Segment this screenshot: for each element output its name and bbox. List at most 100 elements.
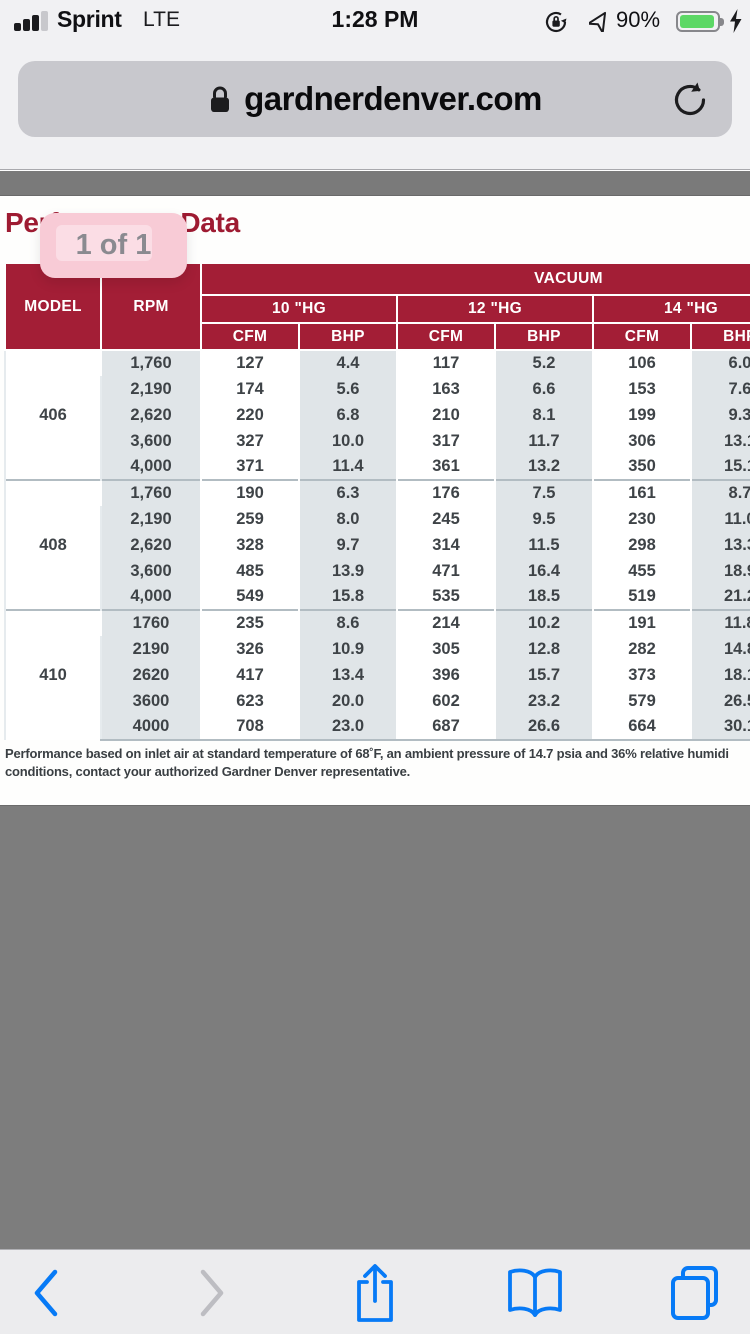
bhp-cell: 15.1	[690, 454, 750, 480]
bhp-cell: 7.6	[690, 376, 750, 402]
rpm-cell: 2,620	[100, 532, 201, 558]
bhp-cell: 9.5	[494, 506, 593, 532]
bhp-cell: 10.2	[494, 609, 593, 636]
clock-label: 1:28 PM	[331, 6, 419, 32]
rpm-cell: 4000	[100, 714, 201, 741]
bhp-cell: 6.6	[494, 376, 593, 402]
cfm-cell: 153	[592, 376, 691, 402]
browser-toolbar	[0, 1249, 750, 1334]
footnote-line-1: Performance based on inlet air at standa…	[5, 746, 729, 761]
bhp-cell: 18.1	[690, 662, 750, 688]
table-row: 2,190 174 5.6 163 6.6 153 7.6	[5, 376, 750, 402]
cfm-cell: 306	[592, 428, 691, 454]
bhp-cell: 16.4	[494, 558, 593, 584]
cfm-cell: 535	[396, 584, 495, 610]
charging-bolt-icon	[730, 9, 742, 33]
forward-button[interactable]	[167, 1250, 257, 1334]
bhp-cell: 5.6	[298, 376, 397, 402]
cfm-cell: 190	[200, 479, 299, 506]
rpm-cell: 3,600	[100, 558, 201, 584]
cfm-cell: 485	[200, 558, 299, 584]
bhp-cell: 18.9	[690, 558, 750, 584]
location-arrow-icon	[589, 11, 607, 32]
rpm-cell: 3600	[100, 688, 201, 714]
bhp-cell: 21.2	[690, 584, 750, 610]
tabs-button[interactable]	[649, 1250, 739, 1334]
cfm-cell: 350	[592, 454, 691, 480]
model-cell: 406	[4, 350, 101, 480]
cfm-cell: 199	[592, 402, 691, 428]
status-bar: Sprint LTE 1:28 PM 90%	[0, 0, 750, 44]
cfm-cell: 519	[592, 584, 691, 610]
document-background	[0, 805, 750, 1249]
model-cell: 410	[4, 609, 101, 740]
address-bar[interactable]: gardnerdenver.com	[18, 61, 732, 137]
cfm-cell: 214	[396, 609, 495, 636]
cfm-cell: 328	[200, 532, 299, 558]
bhp-cell: 18.5	[494, 584, 593, 610]
share-icon	[357, 1263, 393, 1322]
cfm-cell: 623	[200, 688, 299, 714]
battery-icon	[676, 11, 724, 32]
bhp-cell: 11.0	[690, 506, 750, 532]
bhp-cell: 13.4	[298, 662, 397, 688]
col-header-bhp: BHP	[298, 323, 397, 351]
table-footnote: Performance based on inlet air at standa…	[5, 745, 746, 781]
bhp-cell: 8.6	[298, 609, 397, 636]
cfm-cell: 282	[592, 636, 691, 662]
bhp-cell: 23.2	[494, 688, 593, 714]
cfm-cell: 579	[592, 688, 691, 714]
bookmarks-icon	[508, 1268, 562, 1317]
browser-top-chrome: Sprint LTE 1:28 PM 90% gardner	[0, 0, 750, 170]
bhp-cell: 6.8	[298, 402, 397, 428]
back-button[interactable]	[1, 1250, 91, 1334]
bhp-cell: 10.0	[298, 428, 397, 454]
network-type-label: LTE	[143, 8, 180, 31]
col-header-cfm: CFM	[396, 323, 495, 351]
bhp-cell: 26.6	[494, 714, 593, 741]
footnote-line-2: conditions, contact your authorized Gard…	[5, 764, 411, 779]
rpm-cell: 4,000	[100, 584, 201, 610]
cfm-cell: 327	[200, 428, 299, 454]
bookmarks-button[interactable]	[490, 1250, 580, 1334]
table-row: 2,620 220 6.8 210 8.1 199 9.3	[5, 402, 750, 428]
performance-table-container: MODEL RPM VACUUM 10 "HG 12 "HG 14 "HG CF…	[4, 264, 750, 742]
rotation-lock-icon	[545, 11, 567, 33]
reload-icon[interactable]	[670, 80, 710, 120]
performance-table: MODEL RPM VACUUM 10 "HG 12 "HG 14 "HG CF…	[4, 264, 750, 741]
rpm-cell: 2,190	[100, 376, 201, 402]
bhp-cell: 15.7	[494, 662, 593, 688]
bhp-cell: 11.5	[494, 532, 593, 558]
bhp-cell: 13.3	[690, 532, 750, 558]
bhp-cell: 13.1	[690, 428, 750, 454]
cfm-cell: 687	[396, 714, 495, 741]
rpm-cell: 2,190	[100, 506, 201, 532]
bhp-cell: 11.4	[298, 454, 397, 480]
bhp-cell: 8.7	[690, 479, 750, 506]
bhp-cell: 13.9	[298, 558, 397, 584]
carrier-label: Sprint	[57, 6, 122, 32]
col-header-cfm: CFM	[200, 323, 299, 351]
cfm-cell: 471	[396, 558, 495, 584]
cfm-cell: 191	[592, 609, 691, 636]
bhp-cell: 11.7	[494, 428, 593, 454]
cfm-cell: 361	[396, 454, 495, 480]
bhp-cell: 11.8	[690, 609, 750, 636]
bhp-cell: 10.9	[298, 636, 397, 662]
share-button[interactable]	[330, 1250, 420, 1334]
cfm-cell: 220	[200, 402, 299, 428]
cfm-cell: 602	[396, 688, 495, 714]
cfm-cell: 305	[396, 636, 495, 662]
rpm-cell: 1,760	[100, 479, 201, 506]
bhp-cell: 23.0	[298, 714, 397, 741]
rpm-cell: 2,620	[100, 402, 201, 428]
bhp-cell: 9.7	[298, 532, 397, 558]
cfm-cell: 455	[592, 558, 691, 584]
